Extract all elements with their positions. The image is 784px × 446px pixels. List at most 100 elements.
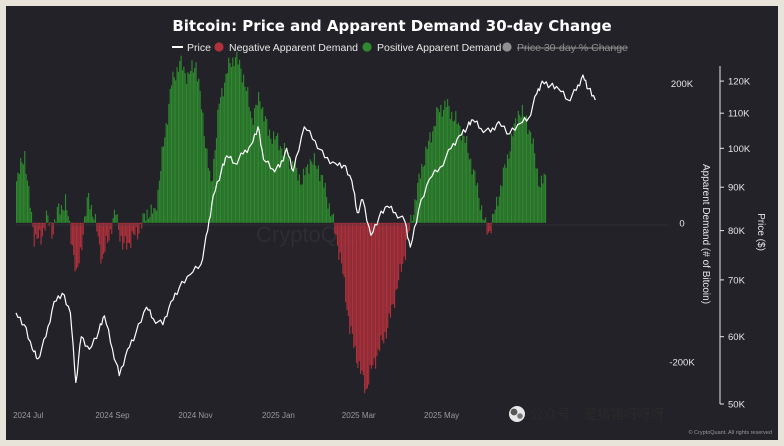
legend-item-3[interactable]: Price 30-day % Change [517,42,628,54]
demand-bar [22,164,24,223]
demand-bar [286,156,288,223]
demand-bar [430,142,432,223]
demand-bar [165,122,167,223]
legend-item-2[interactable]: Positive Apparent Demand [377,42,501,54]
demand-bar [206,148,208,223]
legend: Price Negative Apparent Demand Positive Ap… [172,42,628,54]
demand-bar [535,168,537,223]
demand-bar [196,81,198,223]
demand-bar [126,222,128,250]
demand-bar [64,194,67,223]
demand-bar [58,203,60,223]
demand-bar [544,174,547,223]
demand-bar [481,205,483,223]
demand-bar [353,222,355,348]
demand-bar [35,222,37,235]
demand-bar [327,208,329,223]
demand-bar [137,222,139,240]
demand-bar [270,138,272,223]
demand-bar [154,208,156,223]
demand-bar [319,181,321,223]
demand-bar [226,73,228,223]
demand-bar [222,96,224,223]
demand-bar [43,222,45,228]
demand-bar [543,173,545,223]
demand-bar [188,73,190,223]
demand-bar [304,175,306,223]
demand-bar [230,67,232,223]
demand-bar [313,153,315,223]
demand-bar [71,222,73,246]
demand-bar [312,164,314,223]
demand-bar [516,125,518,223]
demand-bar [268,129,271,223]
demand-bar [259,101,261,223]
demand-bar [385,222,388,339]
demand-bar [60,205,63,223]
demand-bar [498,196,500,223]
demand-bar [75,222,77,270]
demand-bar [221,87,223,223]
demand-bar [370,222,373,369]
legend-swatch-2[interactable] [362,42,372,52]
demand-bar [449,118,451,223]
demand-bar [191,60,193,223]
wechat-badge: 公众号 · 是猪猪呀呀呀 [509,406,664,423]
demand-bar [69,221,71,223]
demand-bar [527,134,529,223]
demand-bar [83,216,86,223]
demand-bar [177,71,179,223]
demand-bar [147,218,150,223]
demand-bar [357,222,359,369]
legend-swatch-1[interactable] [214,42,224,52]
demand-bar [150,204,152,223]
demand-bar [116,214,118,223]
demand-bar [24,151,26,223]
demand-bar [271,143,273,223]
demand-bar [224,82,226,223]
demand-bar [460,140,462,223]
demand-bar [376,222,378,357]
demand-bar [383,222,385,344]
demand-bar [504,164,506,223]
demand-bar [351,222,354,334]
legend-swatch-3[interactable] [502,42,512,52]
demand-bar [456,124,458,223]
demand-bar [45,210,48,223]
demand-bar [517,110,519,223]
demand-bar [287,152,290,223]
demand-bar [309,159,311,223]
demand-bar [77,222,79,267]
demand-bar [281,148,283,223]
demand-bar [117,222,120,230]
demand-bar [70,222,72,245]
demand-bar [317,165,320,223]
demand-bar [302,168,305,223]
demand-bar [418,173,420,223]
legend-item-1[interactable]: Negative Apparent Demand [229,42,358,54]
demand-bar [467,152,469,223]
demand-bar [51,222,53,239]
demand-bar [258,92,260,223]
demand-bar [263,121,265,223]
demand-bar [369,222,371,366]
demand-bar [205,147,207,223]
wechat-bubble-small-icon [517,413,523,419]
legend-item-0[interactable]: Price [187,42,211,54]
demand-bar [472,169,475,223]
demand-bar [56,206,58,223]
demand-bar [399,222,401,265]
demand-bar [105,222,107,236]
demand-bar [141,222,143,229]
demand-bar [525,115,528,223]
demand-bar [346,222,348,311]
watermark: CryptoQuant [256,222,381,247]
demand-bar [501,186,503,223]
demand-bar [39,222,41,230]
demand-bar [372,222,374,366]
demand-bar [388,222,390,314]
demand-bar [74,222,76,272]
demand-bar [215,138,218,223]
demand-bar [485,217,487,223]
demand-bar [25,173,27,223]
